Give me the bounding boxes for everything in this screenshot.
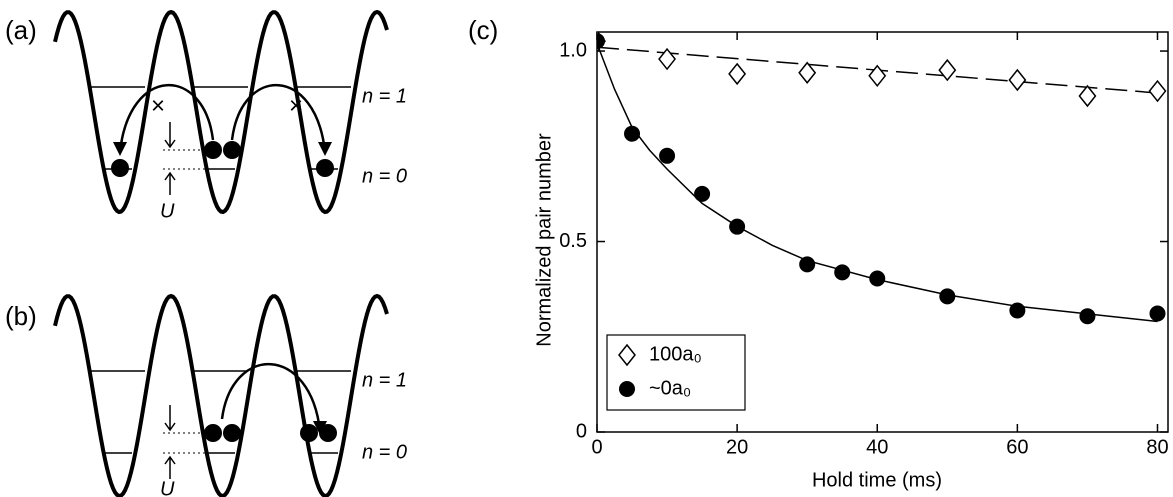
arrow-head bbox=[113, 142, 127, 156]
atom bbox=[300, 424, 318, 442]
circle-marker bbox=[694, 185, 711, 202]
circle-marker bbox=[869, 270, 886, 287]
arrow-head bbox=[313, 421, 327, 435]
arrow-head bbox=[318, 142, 332, 156]
atom bbox=[316, 159, 334, 177]
u-arrow bbox=[164, 122, 176, 149]
level-label: n = 0 bbox=[362, 441, 407, 463]
x-tick-label: 20 bbox=[726, 436, 748, 458]
atom bbox=[204, 141, 222, 159]
circle-marker bbox=[799, 256, 816, 273]
diamond-marker bbox=[1078, 84, 1097, 108]
atom bbox=[223, 424, 241, 442]
potential bbox=[53, 293, 389, 497]
u-arrow bbox=[164, 455, 176, 479]
chart: 0 0.5 1.0 0 20 40 60 80 100a₀ ~0a₀ bbox=[559, 31, 1169, 458]
x-axis-title: Hold time (ms) bbox=[812, 469, 942, 491]
u-label: U bbox=[160, 200, 175, 222]
legend-label: 100a₀ bbox=[649, 343, 702, 365]
y-tick-label: 1.0 bbox=[559, 39, 587, 61]
circle-marker bbox=[834, 264, 851, 281]
diamond-marker bbox=[658, 47, 677, 71]
circle-marker bbox=[659, 147, 676, 164]
lattice-diagrams bbox=[53, 9, 389, 497]
x-tick-label: 40 bbox=[866, 436, 888, 458]
circle-marker bbox=[597, 33, 605, 50]
x-tick-label: 0 bbox=[591, 436, 602, 458]
circle-marker bbox=[624, 125, 641, 142]
u-arrow bbox=[164, 171, 176, 195]
plot-frame bbox=[596, 31, 1169, 433]
circle-marker bbox=[1009, 302, 1026, 319]
atom bbox=[319, 424, 337, 442]
diamond-marker bbox=[1148, 79, 1167, 103]
blocked-mark: × bbox=[289, 92, 303, 119]
u-arrow bbox=[164, 405, 176, 432]
atom bbox=[111, 159, 129, 177]
circle-marker bbox=[939, 288, 956, 305]
diamond-marker bbox=[868, 64, 887, 88]
y-tick-label: 0 bbox=[576, 420, 587, 442]
potential bbox=[53, 9, 389, 215]
panel-label: (b) bbox=[5, 301, 37, 331]
diamond-marker bbox=[728, 62, 747, 86]
diamond-marker bbox=[618, 343, 636, 367]
level-label: n = 0 bbox=[362, 165, 407, 187]
level-label: n = 1 bbox=[362, 85, 407, 107]
diamond-marker bbox=[1008, 68, 1027, 92]
panel-label: (c) bbox=[468, 15, 498, 45]
plot-area bbox=[597, 32, 1167, 325]
x-tick-label: 80 bbox=[1146, 436, 1168, 458]
atom bbox=[204, 424, 222, 442]
level-label: n = 1 bbox=[362, 369, 407, 391]
circle-marker bbox=[1079, 308, 1096, 325]
atom bbox=[223, 141, 241, 159]
x-tick-label: 60 bbox=[1006, 436, 1028, 458]
hop-arrow bbox=[230, 84, 327, 153]
circle-marker bbox=[1149, 305, 1166, 322]
legend-label: ~0a₀ bbox=[649, 377, 691, 399]
legend-box bbox=[606, 334, 746, 411]
hop-arrow bbox=[118, 84, 215, 153]
diamond-marker bbox=[938, 58, 957, 82]
hop-arrow bbox=[220, 363, 322, 432]
panel-label: (a) bbox=[5, 15, 37, 45]
diamond-marker bbox=[798, 61, 817, 84]
circle-marker bbox=[619, 381, 635, 397]
blocked-mark: × bbox=[151, 92, 165, 119]
y-tick-label: 0.5 bbox=[559, 230, 587, 252]
circle-marker bbox=[729, 218, 746, 235]
u-label: U bbox=[160, 478, 175, 497]
y-axis-title: Normalized pair number bbox=[533, 133, 555, 347]
